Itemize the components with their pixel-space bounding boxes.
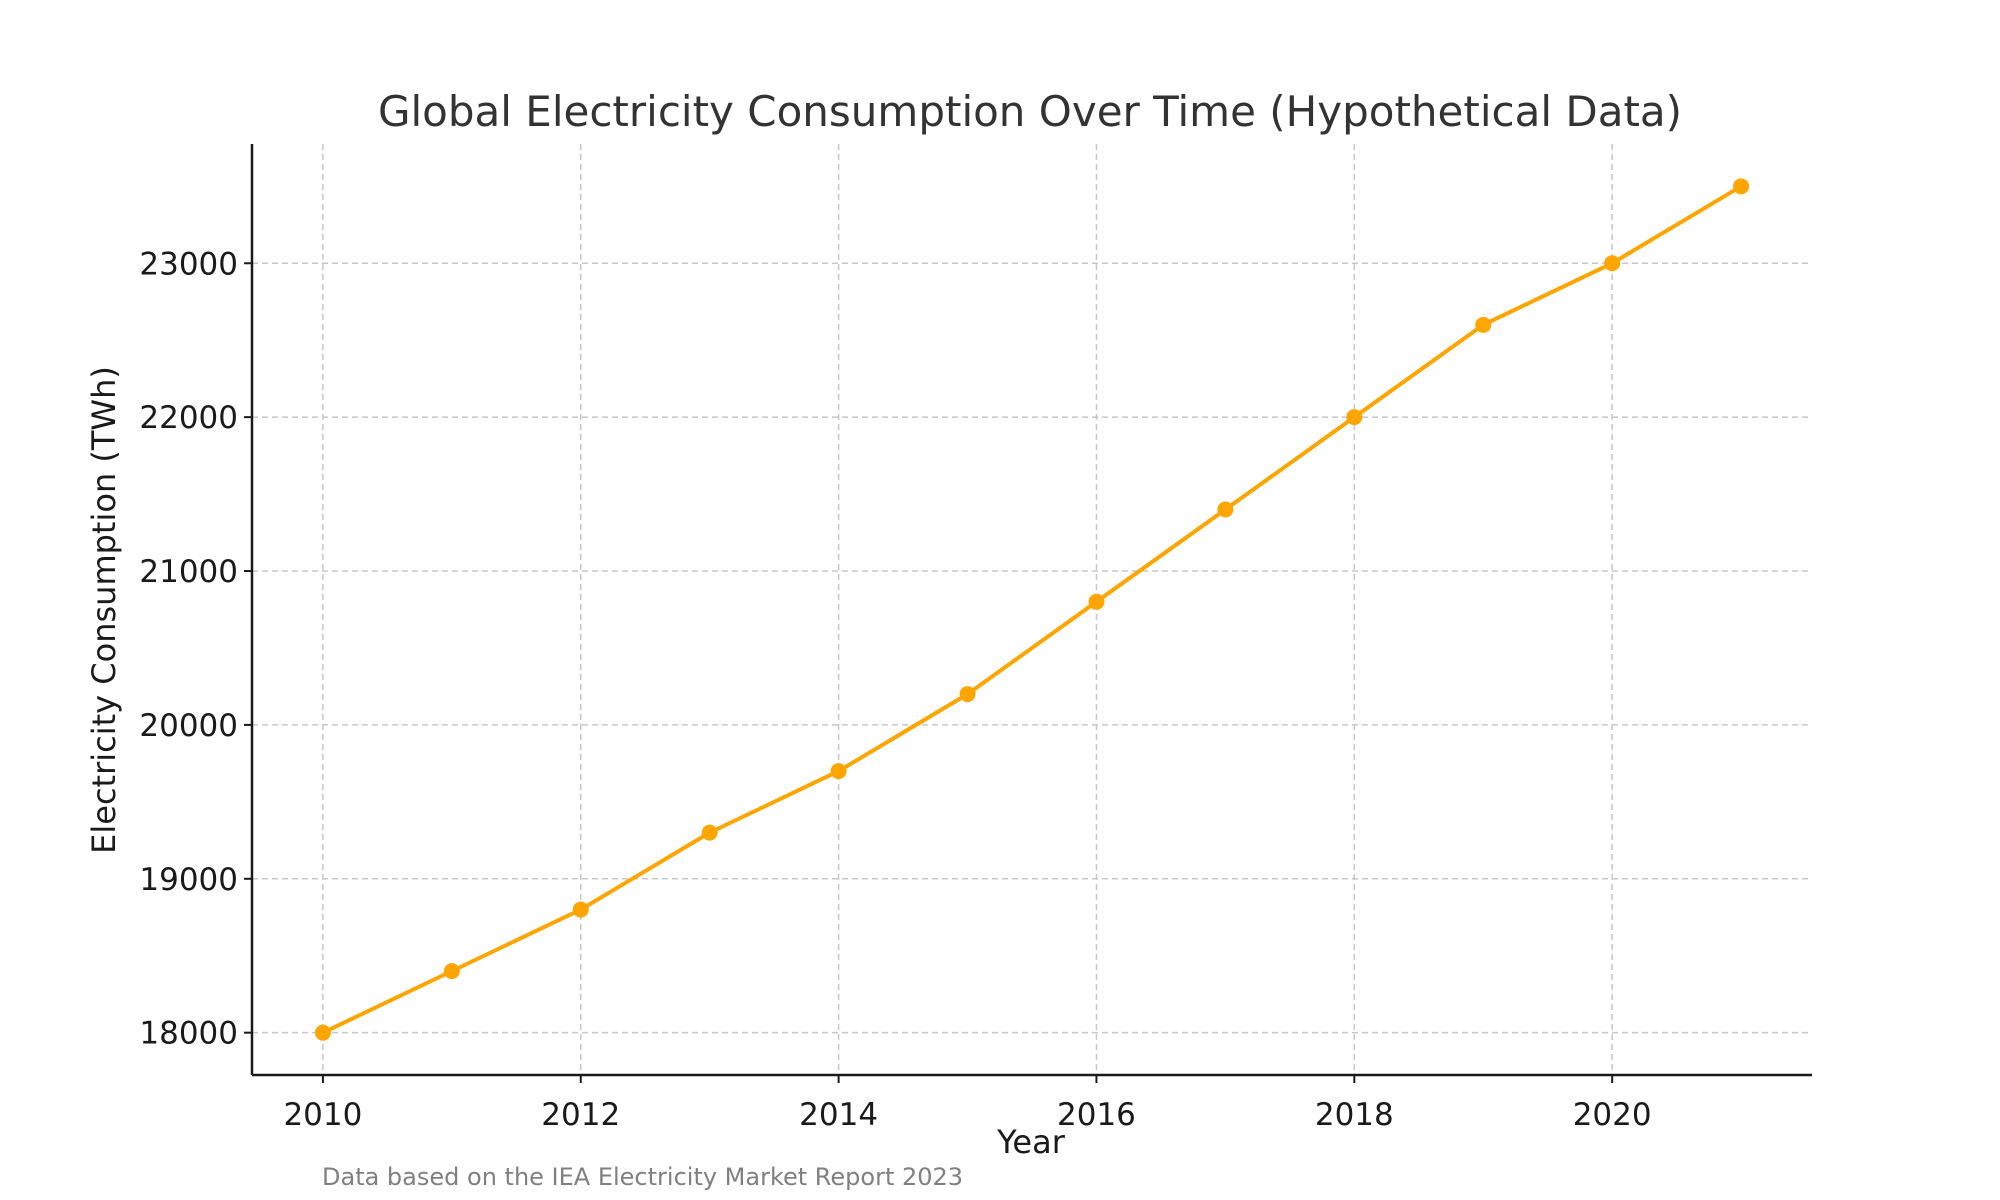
data-point: [1604, 255, 1621, 272]
x-axis-ticks: 2010 2012 2014 2016 2018 2020: [283, 1075, 1652, 1133]
x-tick-label: 2014: [799, 1097, 878, 1133]
x-tick-label: 2010: [283, 1097, 362, 1133]
data-point: [1733, 178, 1750, 195]
x-tick-label: 2016: [1057, 1097, 1136, 1133]
y-tick-label: 19000: [139, 862, 238, 898]
x-tick-label: 2018: [1315, 1097, 1394, 1133]
y-axis-ticks: 18000 19000 20000 21000 22000 23000: [139, 246, 252, 1052]
data-point: [1346, 409, 1363, 426]
source-note: Data based on the IEA Electricity Market…: [322, 1163, 963, 1191]
data-point: [572, 901, 589, 918]
data-point: [443, 963, 460, 980]
y-tick-label: 21000: [139, 554, 238, 590]
data-point: [701, 824, 718, 841]
y-tick-label: 20000: [139, 708, 238, 744]
data-point: [1475, 316, 1492, 333]
x-tick-label: 2012: [541, 1097, 620, 1133]
series-group: [314, 178, 1750, 1041]
data-point: [830, 763, 847, 780]
axes: [250, 144, 1812, 1077]
data-point: [959, 686, 976, 703]
chart-title: Global Electricity Consumption Over Time…: [378, 87, 1682, 136]
data-point: [1217, 501, 1234, 518]
data-point: [314, 1024, 331, 1041]
y-tick-label: 18000: [139, 1016, 238, 1052]
grid: [252, 144, 1812, 1075]
y-tick-label: 23000: [139, 246, 238, 282]
y-axis-label: Electricity Consumption (TWh): [85, 366, 123, 854]
series-line: [322, 184, 1743, 1035]
x-tick-label: 2020: [1573, 1097, 1652, 1133]
x-axis-label: Year: [996, 1123, 1066, 1161]
y-tick-label: 22000: [139, 400, 238, 436]
data-point: [1088, 593, 1105, 610]
